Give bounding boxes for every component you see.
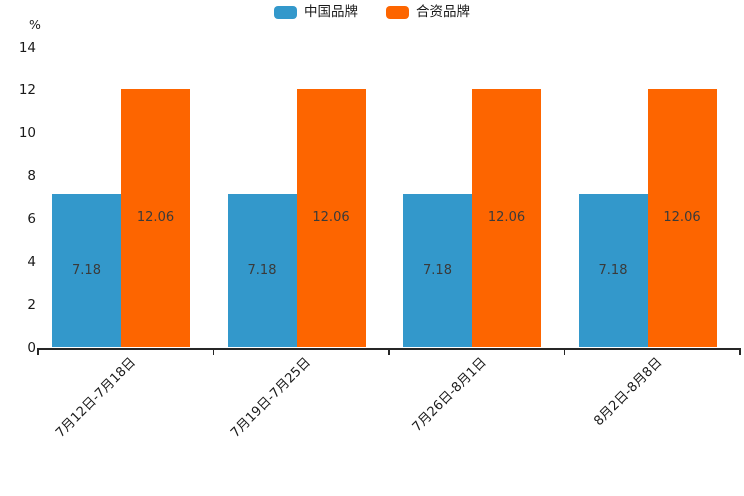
bar-series0-group0[interactable] bbox=[52, 193, 121, 348]
y-tick-label: 0 bbox=[27, 339, 36, 356]
x-tick bbox=[212, 349, 214, 355]
bar-value-label: 7.18 bbox=[72, 262, 101, 278]
bar-value-label: 12.06 bbox=[136, 210, 175, 226]
y-tick-label: 6 bbox=[27, 210, 36, 227]
x-tick bbox=[563, 349, 565, 355]
bar-series0-group2[interactable] bbox=[403, 193, 472, 348]
x-tick bbox=[388, 349, 390, 355]
x-axis-label: 7月19日-7月25日 bbox=[228, 355, 315, 441]
legend: 中国品牌 合资品牌 bbox=[0, 4, 744, 20]
bar-series1-group1[interactable] bbox=[296, 89, 366, 348]
x-tick bbox=[37, 349, 39, 355]
bar-series0-group1[interactable] bbox=[227, 193, 297, 348]
x-axis-line bbox=[37, 347, 741, 350]
x-axis-label: 7月26日-8月1日 bbox=[409, 355, 490, 435]
y-tick-label: 10 bbox=[18, 125, 36, 142]
x-axis-label: 8月2日-8月8日 bbox=[591, 355, 666, 430]
bar-value-label: 7.18 bbox=[423, 262, 452, 278]
bar-value-label: 12.06 bbox=[487, 210, 526, 226]
bar-series0-group3[interactable] bbox=[578, 193, 648, 348]
y-tick-label: 12 bbox=[18, 82, 36, 99]
legend-swatch-icon bbox=[274, 6, 297, 20]
legend-label: 中国品牌 bbox=[304, 4, 358, 20]
y-tick-label: 4 bbox=[27, 253, 36, 270]
y-tick-label: 14 bbox=[18, 39, 36, 56]
legend-label: 合资品牌 bbox=[416, 4, 470, 20]
y-axis-unit-label: % bbox=[29, 17, 41, 32]
legend-item-0[interactable]: 中国品牌 bbox=[274, 4, 358, 20]
bar-value-label: 12.06 bbox=[312, 210, 350, 226]
bar-series1-group2[interactable] bbox=[472, 89, 541, 348]
bar-series1-group0[interactable] bbox=[121, 89, 190, 348]
y-tick-label: 8 bbox=[27, 168, 36, 185]
bar-series1-group3[interactable] bbox=[647, 89, 717, 348]
bar-value-label: 12.06 bbox=[663, 210, 701, 226]
bar-value-label: 7.18 bbox=[598, 262, 628, 278]
x-tick bbox=[739, 349, 741, 355]
bar-value-label: 7.18 bbox=[247, 262, 277, 278]
x-axis-label: 7月12日-7月18日 bbox=[52, 355, 139, 441]
legend-swatch-icon bbox=[386, 6, 409, 20]
y-tick-label: 2 bbox=[27, 296, 36, 313]
legend-item-1[interactable]: 合资品牌 bbox=[386, 4, 470, 20]
